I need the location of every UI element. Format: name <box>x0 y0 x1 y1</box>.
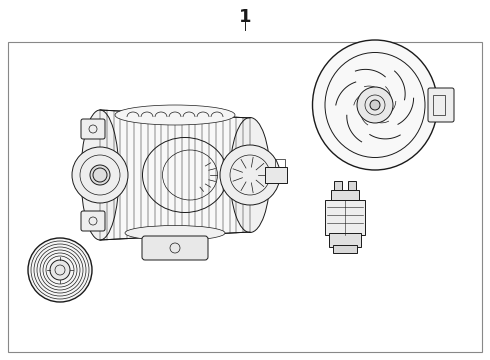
Ellipse shape <box>115 105 235 125</box>
Bar <box>348 181 356 190</box>
Ellipse shape <box>313 40 438 170</box>
Circle shape <box>220 145 280 205</box>
Bar <box>334 181 342 190</box>
Circle shape <box>93 168 107 182</box>
Polygon shape <box>100 110 250 240</box>
Bar <box>265 167 287 183</box>
Ellipse shape <box>125 225 225 240</box>
Circle shape <box>370 100 380 110</box>
FancyBboxPatch shape <box>81 119 105 139</box>
Bar <box>275 159 285 167</box>
Text: 1: 1 <box>239 8 251 26</box>
Ellipse shape <box>81 110 119 240</box>
FancyBboxPatch shape <box>81 211 105 231</box>
Bar <box>8 42 482 352</box>
Bar <box>331 190 359 200</box>
FancyBboxPatch shape <box>142 236 208 260</box>
Circle shape <box>357 87 393 123</box>
Bar <box>329 233 361 247</box>
Bar <box>433 95 445 115</box>
Bar <box>325 200 365 235</box>
FancyBboxPatch shape <box>428 88 454 122</box>
Circle shape <box>50 260 70 280</box>
Circle shape <box>28 238 92 302</box>
Circle shape <box>90 165 110 185</box>
Circle shape <box>72 147 128 203</box>
Ellipse shape <box>230 117 270 233</box>
Bar <box>333 245 357 253</box>
